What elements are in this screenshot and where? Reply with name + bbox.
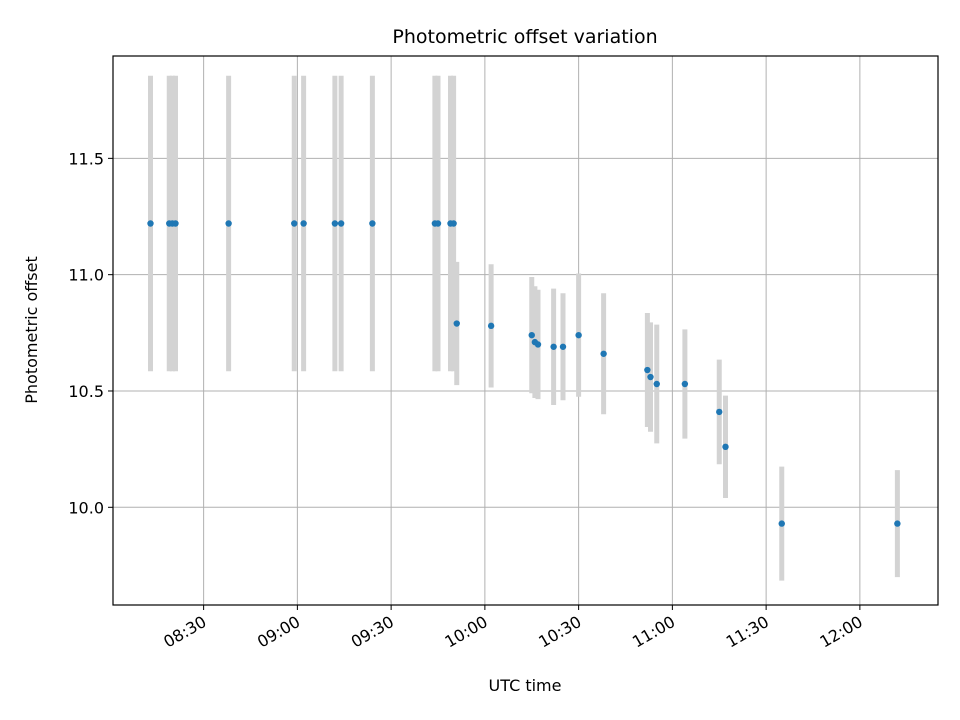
data-point: [778, 520, 785, 527]
data-point: [434, 220, 442, 227]
y-tick-label: 10.0: [68, 498, 104, 517]
data-point: [644, 366, 651, 374]
data-point: [647, 373, 654, 381]
data-point: [331, 220, 339, 227]
data-point: [534, 341, 542, 348]
x-axis-label: UTC time: [489, 676, 562, 695]
data-point: [653, 380, 660, 388]
data-point: [575, 331, 582, 339]
data-point: [172, 220, 179, 227]
data-point: [369, 220, 376, 227]
data-point: [528, 331, 535, 339]
y-axis-ticks: 10.0 10.5 11.0 11.5: [68, 149, 113, 517]
chart-title: Photometric offset variation: [392, 26, 657, 48]
data-point: [681, 380, 689, 388]
data-point: [487, 322, 495, 330]
plot-frame: [112, 55, 939, 606]
y-axis-label: Photometric offset: [22, 256, 41, 404]
data-point: [225, 220, 232, 227]
grid: [113, 56, 938, 605]
data-point: [453, 320, 460, 327]
data-point: [716, 408, 723, 416]
data-point: [300, 220, 307, 227]
data-point: [894, 520, 901, 527]
data-point: [337, 220, 345, 227]
y-tick-label: 11.0: [68, 266, 104, 285]
data-point: [559, 343, 567, 350]
data-point: [722, 443, 729, 451]
data-points: [147, 220, 901, 527]
data-point: [147, 220, 154, 227]
data-point: [600, 350, 607, 357]
y-tick-label: 10.5: [68, 382, 104, 401]
data-point: [450, 220, 457, 227]
data-point: [550, 343, 557, 350]
y-tick-label: 11.5: [68, 149, 104, 168]
data-point: [291, 220, 298, 227]
